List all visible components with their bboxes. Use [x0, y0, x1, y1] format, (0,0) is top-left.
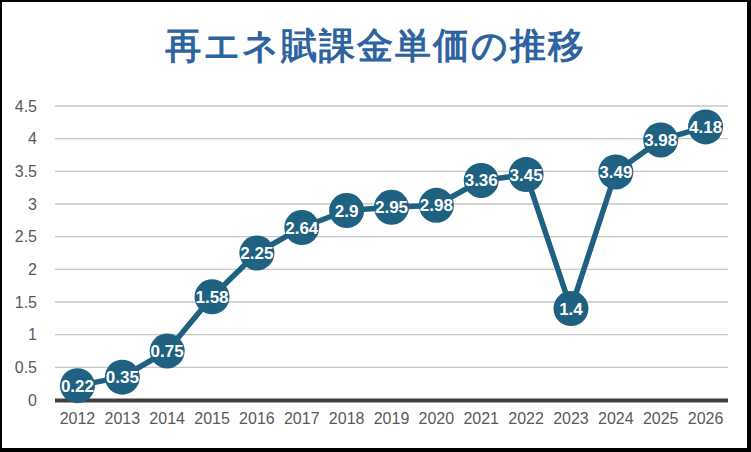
data-point-label: 1.58: [195, 288, 228, 307]
x-axis-tick-label: 2023: [553, 410, 589, 427]
data-point-label: 2.9: [335, 202, 359, 221]
y-axis-tick-label: 1: [28, 326, 37, 343]
y-axis-tick-label: 0.5: [15, 359, 37, 376]
data-point-label: 0.22: [61, 377, 94, 396]
data-point-label: 0.35: [106, 368, 139, 387]
data-point-label: 3.45: [510, 166, 543, 185]
x-axis-tick-label: 2012: [60, 410, 96, 427]
x-axis-tick-label: 2014: [149, 410, 185, 427]
x-axis-tick-label: 2026: [688, 410, 724, 427]
chart-title: 再エネ賦課金単価の推移: [0, 22, 751, 71]
x-axis-tick-label: 2022: [508, 410, 544, 427]
y-axis-tick-label: 2.5: [15, 228, 37, 245]
x-axis-tick-label: 2025: [643, 410, 679, 427]
x-axis-tick-label: 2013: [105, 410, 141, 427]
y-axis-tick-label: 3.5: [15, 163, 37, 180]
data-point-label: 1.4: [559, 300, 583, 319]
data-point-label: 3.98: [644, 131, 677, 150]
data-point-label: 2.95: [375, 198, 408, 217]
x-axis-tick-label: 2021: [463, 410, 499, 427]
x-axis-tick-label: 2015: [194, 410, 230, 427]
y-axis-tick-label: 4.5: [15, 98, 37, 115]
data-point-label: 2.25: [240, 244, 273, 263]
x-axis-tick-label: 2024: [598, 410, 634, 427]
data-point-label: 2.98: [420, 196, 453, 215]
y-axis-tick-label: 4: [28, 130, 37, 147]
data-point-label: 2.64: [285, 219, 319, 238]
data-point-label: 4.18: [689, 118, 722, 137]
y-axis-tick-label: 1.5: [15, 294, 37, 311]
x-axis-tick-label: 2016: [239, 410, 275, 427]
data-point-label: 3.49: [599, 163, 632, 182]
y-axis-tick-label: 2: [28, 261, 37, 278]
x-axis-tick-label: 2017: [284, 410, 320, 427]
y-axis-tick-label: 3: [28, 196, 37, 213]
data-point-label: 0.75: [151, 342, 184, 361]
data-point-label: 3.36: [465, 171, 498, 190]
x-axis-tick-label: 2018: [329, 410, 365, 427]
y-axis-tick-label: 0: [28, 392, 37, 409]
x-axis-tick-label: 2019: [374, 410, 410, 427]
x-axis-tick-label: 2020: [419, 410, 455, 427]
